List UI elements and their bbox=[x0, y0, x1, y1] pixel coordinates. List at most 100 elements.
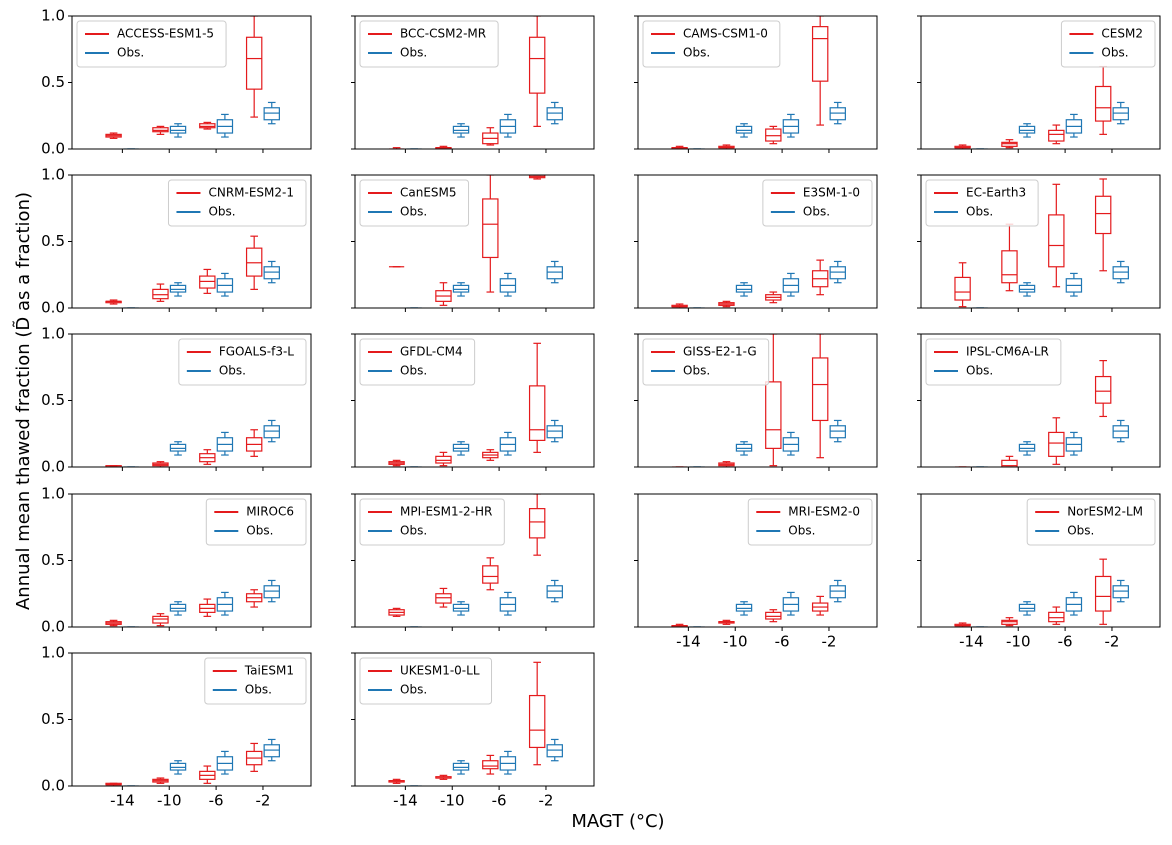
box bbox=[528, 385, 546, 441]
plot-area bbox=[671, 579, 846, 627]
legend: UKESM1-0-LL Obs. bbox=[359, 657, 493, 705]
legend-label: Obs. bbox=[788, 524, 815, 538]
box bbox=[245, 36, 263, 90]
legend-label: ACCESS-ESM1-5 bbox=[117, 27, 214, 41]
y-tick-label: 0.5 bbox=[41, 232, 65, 250]
legend-label: Obs. bbox=[966, 205, 993, 219]
box bbox=[954, 276, 971, 301]
y-tick-label: 1.0 bbox=[41, 325, 65, 343]
box bbox=[1094, 85, 1112, 122]
plot-area bbox=[105, 738, 280, 786]
plot-area bbox=[388, 175, 563, 308]
box bbox=[735, 125, 753, 134]
box bbox=[1094, 375, 1112, 404]
x-tick-label: -2 bbox=[821, 633, 836, 651]
y-tick-label: 0.5 bbox=[41, 551, 65, 569]
legend: CanESM5 Obs. bbox=[359, 179, 470, 227]
box bbox=[546, 266, 563, 280]
box bbox=[263, 425, 280, 439]
plot-area bbox=[388, 16, 563, 149]
legend-label: Obs. bbox=[400, 364, 427, 378]
axes-frame bbox=[71, 15, 312, 150]
box bbox=[482, 760, 499, 770]
box bbox=[1112, 585, 1129, 599]
legend: CAMS-CSM1-0 Obs. bbox=[642, 20, 781, 68]
x-tick-label: -14 bbox=[393, 792, 418, 810]
box bbox=[199, 123, 216, 129]
legend-box bbox=[359, 657, 493, 705]
x-axis-label: MAGT (°C) bbox=[571, 811, 664, 832]
y-tick-label: 1.0 bbox=[41, 166, 65, 184]
y-tick-label: 1.0 bbox=[41, 485, 65, 503]
legend-box bbox=[1060, 20, 1156, 68]
box bbox=[263, 585, 280, 599]
plot-area bbox=[671, 334, 846, 467]
legend-label: Obs. bbox=[400, 683, 427, 697]
box bbox=[435, 455, 452, 464]
legend-label: TaiESM1 bbox=[244, 664, 294, 678]
box bbox=[765, 128, 782, 142]
box bbox=[263, 266, 280, 280]
box bbox=[435, 593, 452, 604]
box bbox=[263, 107, 280, 121]
box bbox=[735, 443, 753, 452]
x-tick-label: -10 bbox=[440, 792, 465, 810]
box bbox=[169, 443, 187, 452]
x-tick-label: -6 bbox=[492, 792, 507, 810]
legend-box bbox=[642, 338, 770, 386]
box bbox=[1112, 425, 1129, 439]
box bbox=[811, 26, 829, 82]
box bbox=[1001, 141, 1018, 147]
legend: EC-Earth3 Obs. bbox=[925, 179, 1039, 227]
legend: CESM2 Obs. bbox=[1060, 20, 1156, 68]
box bbox=[765, 611, 782, 620]
legend-label: Obs. bbox=[219, 364, 246, 378]
y-tick-label: 0.5 bbox=[41, 73, 65, 91]
axes-frame bbox=[71, 174, 312, 309]
x-tick-label: -14 bbox=[959, 633, 984, 651]
box bbox=[829, 266, 846, 280]
box bbox=[452, 125, 470, 134]
legend-label: CAMS-CSM1-0 bbox=[683, 27, 768, 41]
y-tick-label: 0.0 bbox=[41, 777, 65, 795]
x-tick-label: -14 bbox=[676, 633, 701, 651]
box bbox=[528, 694, 546, 749]
legend-label: Obs. bbox=[117, 46, 144, 60]
box bbox=[735, 603, 753, 612]
plot-area bbox=[671, 259, 846, 308]
box bbox=[528, 508, 546, 539]
box bbox=[546, 744, 563, 758]
legend-label: Obs. bbox=[208, 205, 235, 219]
axes-frame bbox=[920, 333, 1161, 468]
legend-label: E3SM-1-0 bbox=[803, 186, 860, 200]
legend: MIROC6 Obs. bbox=[205, 498, 307, 546]
box bbox=[1001, 250, 1018, 284]
y-tick-label: 0.5 bbox=[41, 391, 65, 409]
box bbox=[546, 585, 563, 599]
box bbox=[482, 565, 499, 584]
box bbox=[1048, 129, 1065, 142]
x-tick-label: -10 bbox=[157, 792, 182, 810]
axes-frame bbox=[354, 15, 595, 150]
box bbox=[263, 744, 280, 758]
legend: MRI-ESM2-0 Obs. bbox=[747, 498, 873, 546]
y-tick-label: 0.0 bbox=[41, 299, 65, 317]
x-tick-label: -2 bbox=[1104, 633, 1119, 651]
legend-label: FGOALS-f3-L bbox=[219, 345, 294, 359]
legend: IPSL-CM6A-LR Obs. bbox=[925, 338, 1062, 386]
box bbox=[829, 107, 846, 121]
legend: BCC-CSM2-MR Obs. bbox=[359, 20, 499, 68]
plot-area bbox=[954, 65, 1129, 149]
box bbox=[1001, 459, 1018, 467]
box bbox=[1094, 195, 1112, 235]
box bbox=[829, 425, 846, 439]
box bbox=[765, 381, 782, 449]
box bbox=[152, 288, 169, 300]
x-tick-label: -6 bbox=[775, 633, 790, 651]
y-tick-label: 1.0 bbox=[41, 7, 65, 25]
box bbox=[105, 465, 122, 467]
axes-frame bbox=[637, 333, 878, 468]
axes-frame bbox=[71, 333, 312, 468]
